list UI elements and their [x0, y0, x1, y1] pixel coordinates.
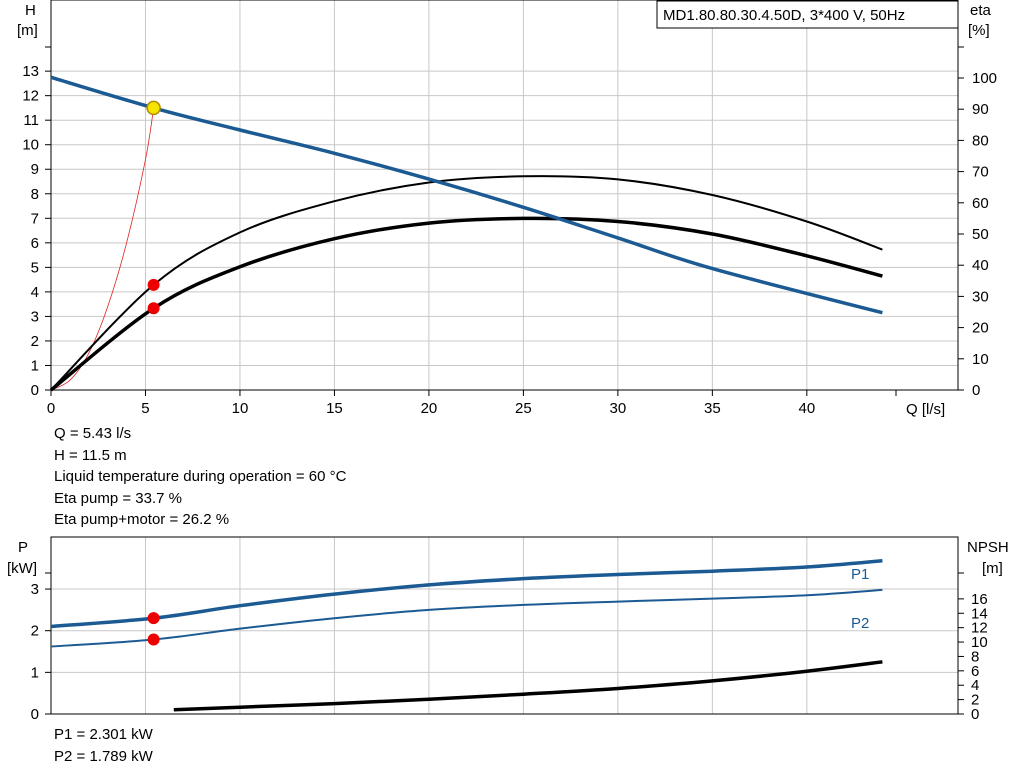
x-tick-label: 40 — [798, 400, 815, 417]
y2-tick-label: 8 — [971, 648, 979, 665]
power-marker — [147, 612, 160, 625]
x-tick-label: 30 — [610, 400, 627, 417]
duty-point — [146, 100, 161, 116]
y-tick-label: 0 — [31, 706, 39, 723]
x-tick-label: 0 — [47, 400, 55, 417]
y2-tick-label: 80 — [972, 132, 989, 149]
head-plot-axes: 0 5 10 15 20 25 30 35 40012345678910111213010203… — [22, 46, 997, 417]
power-plot-series — [50, 558, 883, 712]
x-tick-label: 25 — [515, 400, 532, 417]
y-tick-label: 2 — [31, 623, 39, 640]
y2-tick-label: 16 — [971, 591, 988, 608]
npsh-axis-unit: [m] — [982, 560, 1003, 577]
temperature-readout: Liquid temperature during operation = 60… — [54, 468, 347, 485]
y2-tick-label: 50 — [972, 226, 989, 243]
y2-tick-label: 90 — [972, 101, 989, 118]
duty-readouts: Q = 5.43 l/s H = 11.5 m Liquid temperatu… — [54, 423, 346, 531]
eta-axis-unit: [%] — [968, 22, 990, 39]
y-tick-label: 11 — [23, 112, 39, 129]
model-label: MD1.80.80.30.4.50D, 3*400 V, 50Hz — [663, 7, 905, 24]
y2-tick-label: 12 — [971, 620, 988, 637]
p1-curve — [50, 558, 883, 629]
y-tick-label: 10 — [22, 137, 39, 154]
y-tick-label: 1 — [31, 357, 39, 374]
y-tick-label: 3 — [31, 581, 39, 598]
y2-tick-label: 0 — [971, 706, 979, 723]
duty-marker — [147, 302, 160, 315]
head-axis-unit: [m] — [17, 22, 38, 39]
y-tick-label: 4 — [31, 284, 39, 301]
model-label-box — [656, 0, 959, 29]
x-tick-label: 10 — [232, 400, 249, 417]
y2-tick-label: 100 — [972, 70, 997, 87]
npsh-curve — [173, 660, 883, 712]
y-tick-label: 3 — [31, 308, 39, 325]
y-tick-label: 8 — [31, 186, 39, 203]
y-tick-label: 6 — [31, 235, 39, 252]
flow-readout: Q = 5.43 l/s — [54, 425, 132, 442]
eta-pump-readout: Eta pump = 33.7 % — [54, 489, 182, 507]
y2-tick-label: 14 — [971, 605, 988, 622]
y2-tick-label: 6 — [971, 663, 979, 680]
system-curve — [50, 107, 154, 391]
x-tick-label: 5 — [141, 400, 149, 417]
head-curve — [50, 75, 883, 315]
p2-readout: P2 = 1.789 kW — [54, 747, 153, 765]
head-readout: H = 11.5 m — [54, 446, 127, 464]
eta-total-curve — [49, 216, 883, 392]
head-axis-title: H — [25, 2, 36, 19]
x-tick-label: 20 — [421, 400, 438, 417]
eta-total-readout: Eta pump+motor = 26.2 % — [54, 511, 230, 528]
y-tick-label: 2 — [31, 333, 39, 350]
y-tick-label: 13 — [22, 63, 39, 80]
y-tick-label: 7 — [31, 210, 39, 227]
y-tick-label: 9 — [31, 161, 39, 178]
y2-tick-label: 0 — [972, 382, 980, 399]
y2-tick-label: 20 — [972, 320, 989, 337]
power-axis-title: P — [18, 539, 28, 556]
head-plot-frame — [50, 0, 959, 391]
eta-axis-title: eta — [970, 2, 992, 19]
y-tick-label: 1 — [31, 664, 39, 681]
y2-tick-label: 2 — [971, 692, 979, 709]
eta-pump-curve — [50, 175, 883, 391]
y2-tick-label: 70 — [972, 164, 989, 181]
x-tick-label: 35 — [704, 400, 721, 417]
y-tick-label: 0 — [31, 382, 39, 399]
head-plot-series — [49, 75, 883, 392]
power-axis-unit: [kW] — [7, 560, 37, 577]
y2-tick-label: 4 — [971, 677, 979, 694]
y-tick-label: 5 — [31, 259, 39, 276]
y2-tick-label: 30 — [972, 288, 989, 305]
y2-tick-label: 60 — [972, 195, 989, 212]
head-plot-grid — [50, 0, 958, 391]
y2-tick-label: 10 — [971, 634, 988, 651]
legend-p1: P1 — [851, 566, 869, 583]
p2-curve — [50, 588, 883, 648]
power-marker — [147, 633, 160, 646]
duty-marker — [147, 278, 160, 291]
x-tick-label: 15 — [326, 400, 343, 417]
npsh-axis-title: NPSH — [967, 539, 1009, 556]
p1-readout: P1 = 2.301 kW — [54, 726, 153, 743]
power-plot-frame — [50, 536, 959, 715]
y-tick-label: 12 — [22, 88, 39, 105]
y2-tick-label: 40 — [972, 257, 989, 274]
power-readouts: P1 = 2.301 kW P2 = 1.789 kW — [54, 724, 153, 767]
legend-p2: P2 — [851, 615, 869, 632]
power-plot-grid — [50, 537, 958, 715]
flow-axis-title: Q [l/s] — [906, 401, 945, 418]
y2-tick-label: 10 — [972, 351, 989, 368]
